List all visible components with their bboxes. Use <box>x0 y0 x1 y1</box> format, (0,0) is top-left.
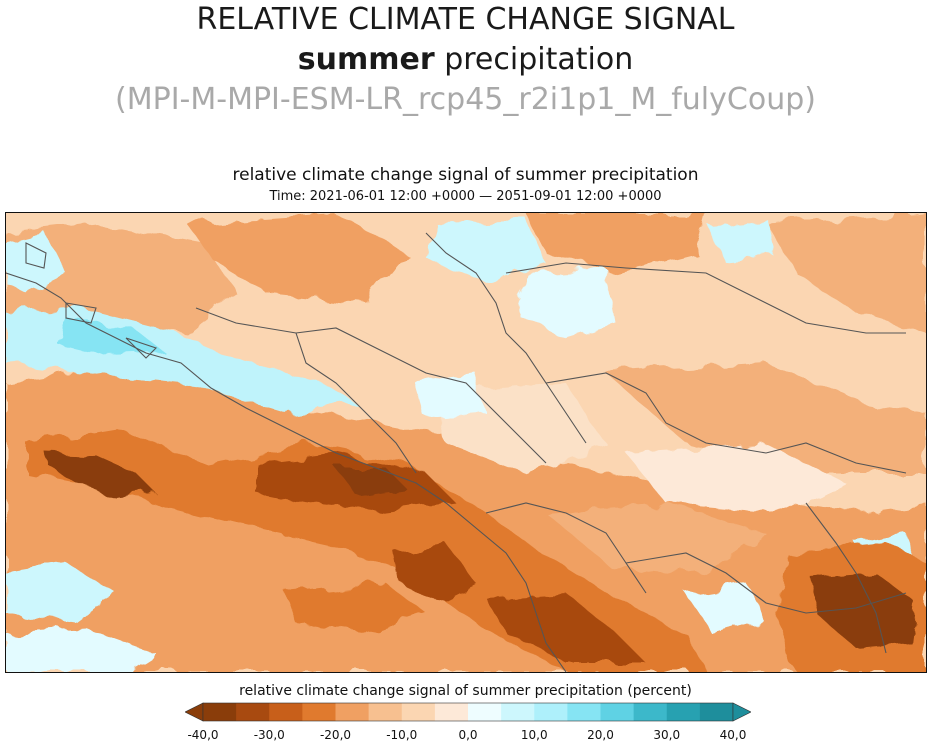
border-line <box>805 502 887 654</box>
colorbar-bin <box>401 703 436 721</box>
anomaly-region <box>56 318 166 355</box>
colorbar-bin <box>666 703 701 721</box>
border-line <box>485 502 647 594</box>
border-line <box>505 262 906 334</box>
colorbar-bin <box>501 703 535 721</box>
anomaly-region <box>416 373 486 418</box>
anomaly-region <box>626 443 846 513</box>
border-line <box>295 332 417 474</box>
anomaly-region <box>811 573 916 648</box>
border-line <box>625 552 907 614</box>
colorbar-tick-label: -40,0 <box>187 728 219 742</box>
colorbar-tick-label: -30,0 <box>253 728 285 742</box>
border-line <box>195 307 547 464</box>
colorbar-bin <box>269 703 303 721</box>
slide-title: RELATIVE CLIMATE CHANGE SIGNAL <box>196 2 735 37</box>
anomaly-region <box>686 583 766 638</box>
colorbar-arrow-low <box>185 702 204 722</box>
colorbar-bin <box>567 703 601 721</box>
map-time-range: Time: 2021-06-01 12:00 +0000 — 2051-09-0… <box>269 189 662 204</box>
anomaly-region <box>706 218 776 263</box>
anomaly-region <box>396 543 476 603</box>
colorbar-tick-label: 10,0 <box>520 728 548 742</box>
border-line <box>545 372 907 474</box>
precip-change-map <box>6 213 926 672</box>
colorbar-bin <box>633 703 668 721</box>
anomaly-field <box>6 213 926 672</box>
anomaly-region <box>546 503 766 573</box>
colorbar-bins <box>202 702 734 722</box>
subtitle-season: summer <box>297 42 435 77</box>
anomaly-region <box>6 563 116 623</box>
anomaly-region <box>46 453 156 498</box>
colorbar-bin <box>534 703 568 721</box>
anomaly-region <box>286 583 426 633</box>
anomaly-region <box>526 213 706 273</box>
colorbar-tick-label: 0,0 <box>458 728 478 742</box>
country-borders <box>6 232 907 672</box>
colorbar-bin <box>434 703 469 721</box>
colorbar-bin <box>468 703 502 721</box>
colorbar-arrow-high <box>732 702 751 722</box>
subtitle-variable: precipitation <box>434 42 634 77</box>
anomaly-region <box>606 363 926 473</box>
colorbar-tick-label: 40,0 <box>719 728 747 742</box>
slide-subtitle: summer precipitation <box>0 42 931 77</box>
anomaly-region <box>6 628 156 672</box>
colorbar-bin <box>203 703 237 721</box>
map-panel <box>5 212 927 673</box>
colorbar-bin <box>600 703 635 721</box>
anomaly-region <box>426 218 546 283</box>
border-line <box>425 232 587 444</box>
anomaly-region <box>336 468 406 495</box>
anomaly-region <box>516 268 616 338</box>
colorbar-bin <box>699 703 734 721</box>
colorbar-bin <box>368 703 403 721</box>
colorbar-bin <box>236 703 270 721</box>
coastline-island <box>65 302 97 324</box>
colorbar-tick-label: 20,0 <box>587 728 614 742</box>
colorbar-bin <box>302 703 336 721</box>
colorbar-tick-label: -20,0 <box>319 728 352 742</box>
model-run-id: (MPI-M-MPI-ESM-LR_rcp45_r2i1p1_M_fulyCou… <box>115 82 816 117</box>
coastline-island <box>125 337 158 359</box>
anomaly-region <box>486 593 646 663</box>
colorbar-label: relative climate change signal of summer… <box>239 683 692 699</box>
coastline-island <box>25 242 47 269</box>
anomaly-region <box>186 213 406 303</box>
anomaly-region <box>766 213 926 333</box>
colorbar-tick-label: -10,0 <box>386 728 418 742</box>
colorbar-tick-label: 30,0 <box>653 728 681 742</box>
colorbar <box>185 702 751 722</box>
colorbar-bin <box>335 703 370 721</box>
coastline <box>6 272 567 672</box>
map-title: relative climate change signal of summer… <box>232 165 699 185</box>
